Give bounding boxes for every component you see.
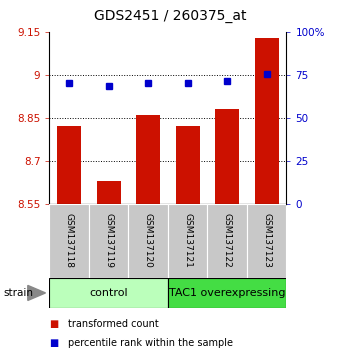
Text: control: control	[89, 288, 128, 298]
Text: percentile rank within the sample: percentile rank within the sample	[68, 338, 233, 348]
Text: GSM137118: GSM137118	[65, 213, 74, 268]
Bar	[207, 204, 247, 278]
Text: GSM137123: GSM137123	[262, 213, 271, 268]
Bar	[97, 181, 121, 204]
Bar	[247, 204, 286, 278]
Text: TAC1 overexpressing: TAC1 overexpressing	[169, 288, 285, 298]
Text: ■: ■	[49, 338, 59, 348]
Bar	[136, 115, 160, 204]
Bar	[216, 109, 239, 204]
Polygon shape	[28, 285, 46, 301]
Bar	[49, 204, 89, 278]
Text: strain: strain	[3, 288, 33, 298]
Text: transformed count: transformed count	[68, 319, 159, 329]
Bar	[57, 126, 81, 204]
Bar	[176, 126, 199, 204]
Bar	[129, 204, 168, 278]
Text: ■: ■	[49, 319, 59, 329]
Bar	[168, 204, 207, 278]
Bar	[49, 278, 168, 308]
Text: GSM137121: GSM137121	[183, 213, 192, 268]
Bar	[255, 38, 279, 204]
Text: GDS2451 / 260375_at: GDS2451 / 260375_at	[94, 9, 247, 23]
Bar	[89, 204, 129, 278]
Text: GSM137119: GSM137119	[104, 213, 113, 268]
Text: GSM137120: GSM137120	[144, 213, 153, 268]
Bar	[168, 278, 286, 308]
Text: GSM137122: GSM137122	[223, 213, 232, 268]
